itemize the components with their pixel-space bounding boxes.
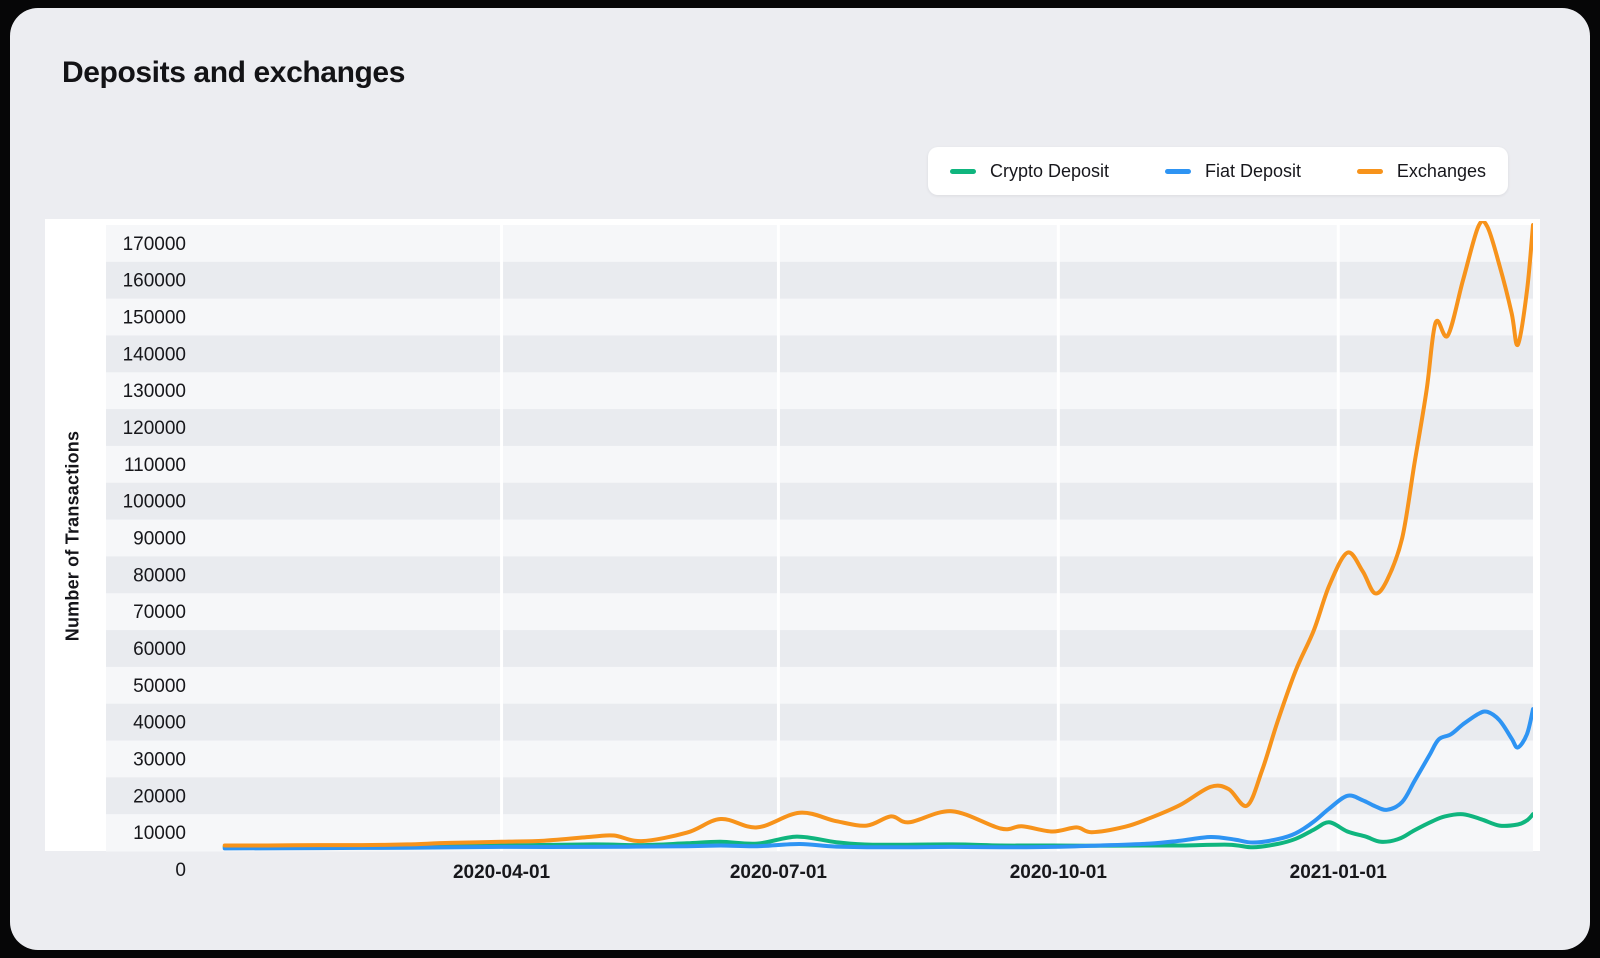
- y-tick-label: 140000: [123, 344, 186, 365]
- plot-stripe: [106, 593, 1533, 631]
- y-tick-label: 50000: [133, 676, 186, 697]
- plot-stripe: [106, 482, 1533, 521]
- exchanges-swatch-icon: [1356, 168, 1383, 174]
- y-tick-label: 20000: [133, 786, 186, 807]
- series-line-fiat-deposit: [222, 707, 1533, 851]
- y-tick-label: 0: [175, 860, 186, 881]
- x-tick-label: 2020-04-01: [453, 862, 551, 883]
- plot-stripe: [106, 740, 1533, 778]
- plot-stripe: [106, 261, 1533, 300]
- y-tick-label: 80000: [133, 565, 186, 586]
- chart-legend: Crypto Deposit Fiat Deposit Exchanges: [928, 147, 1508, 195]
- plot-stripe: [106, 630, 1533, 668]
- legend-label: Exchanges: [1396, 160, 1486, 181]
- y-tick-label: 160000: [123, 271, 186, 292]
- y-tick-label: 130000: [123, 381, 186, 402]
- y-tick-label: 110000: [124, 455, 186, 476]
- x-tick-label: 2020-10-01: [1010, 862, 1108, 883]
- y-tick-label: 90000: [133, 529, 186, 550]
- y-tick-label: 170000: [123, 234, 186, 255]
- y-tick-label: 100000: [123, 492, 186, 513]
- series-line-exchanges: [222, 221, 1533, 848]
- plot-stripe: [106, 372, 1533, 410]
- plot-stripe: [106, 445, 1533, 484]
- plot-stripe: [106, 298, 1533, 336]
- y-tick-label: 120000: [123, 418, 186, 439]
- legend-label: Fiat Deposit: [1204, 160, 1302, 181]
- y-tick-label: 10000: [133, 823, 186, 844]
- y-tick-label: 60000: [133, 639, 186, 660]
- legend-item-exchanges[interactable]: Exchanges: [1356, 160, 1486, 182]
- y-tick-label: 150000: [123, 308, 186, 329]
- plot-stripe: [106, 556, 1533, 594]
- y-tick-label: 70000: [133, 602, 186, 623]
- plot-stripe: [106, 777, 1533, 815]
- legend-label: Crypto Deposit: [990, 160, 1110, 181]
- x-tick-label: 2020-07-01: [730, 862, 828, 883]
- plot-stripe: [106, 335, 1533, 373]
- x-tick-label: 2021-01-01: [1290, 862, 1388, 883]
- plot-stripe: [106, 666, 1533, 705]
- y-tick-label: 40000: [133, 713, 186, 734]
- plot-stripe: [106, 703, 1533, 742]
- legend-item-fiat-deposit[interactable]: Fiat Deposit: [1164, 160, 1302, 182]
- plot-stripe: [106, 409, 1533, 447]
- y-axis-title: Number of Transactions: [62, 430, 83, 642]
- legend-item-crypto-deposit[interactable]: Crypto Deposit: [950, 161, 1109, 182]
- page-title: Deposits and exchanges: [62, 56, 405, 89]
- plot-stripe: [106, 225, 1533, 263]
- plot-stripe: [106, 519, 1533, 557]
- fiat-deposit-swatch-icon: [1164, 168, 1191, 174]
- crypto-deposit-swatch-icon: [950, 168, 976, 174]
- y-tick-label: 30000: [133, 749, 186, 770]
